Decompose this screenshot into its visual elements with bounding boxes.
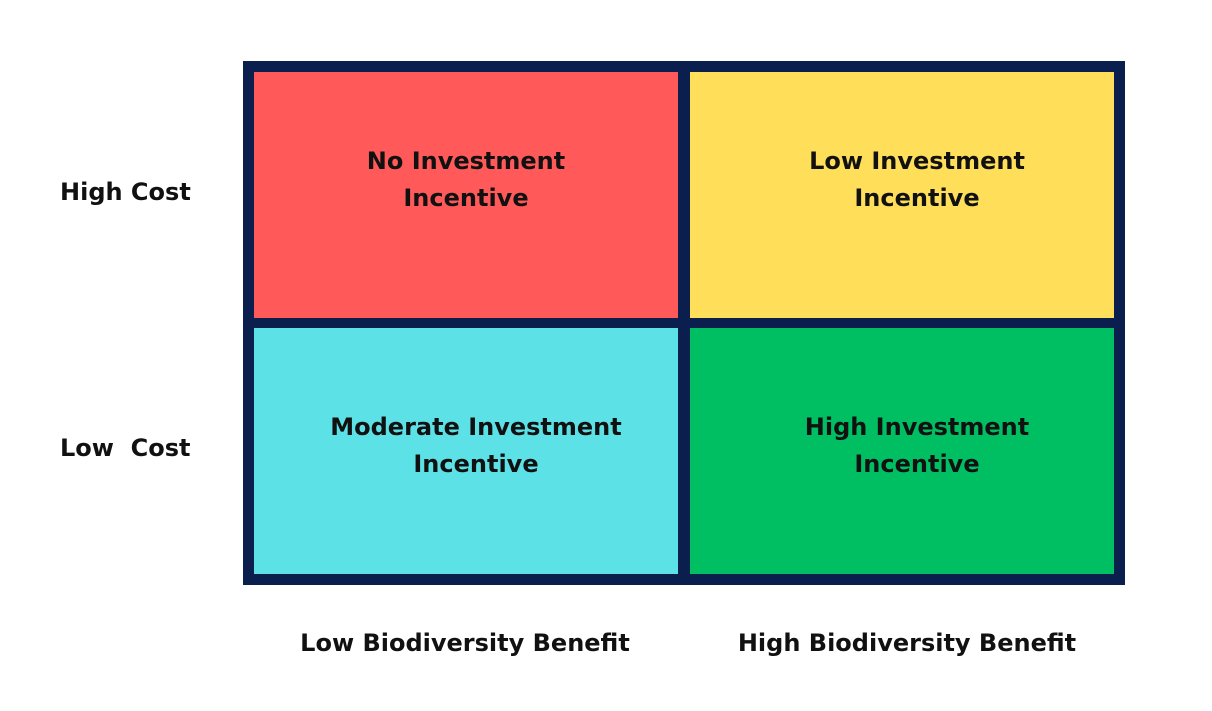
cell-moderate-investment-incentive: Moderate Investment Incentive	[254, 328, 678, 574]
cell-label: High Investment Incentive	[804, 413, 1030, 478]
cell-label: Low Investment Incentive	[809, 147, 1025, 212]
cell-label: No Investment Incentive	[366, 147, 566, 212]
cell-high-investment-incentive: High Investment Incentive	[690, 328, 1114, 574]
cell-low-investment-incentive: Low Investment Incentive	[690, 72, 1114, 318]
col-label-low-biodiversity-benefit: Low Biodiversity Benefit	[300, 629, 630, 657]
cell-no-investment-incentive: No Investment Incentive	[254, 72, 678, 318]
incentive-matrix: No Investment Incentive Low Investment I…	[243, 61, 1125, 585]
row-label-low-cost: Low Cost	[60, 434, 191, 462]
row-label-high-cost: High Cost	[60, 178, 191, 206]
cell-label: Moderate Investment Incentive	[330, 413, 622, 478]
col-label-high-biodiversity-benefit: High Biodiversity Benefit	[737, 629, 1077, 657]
